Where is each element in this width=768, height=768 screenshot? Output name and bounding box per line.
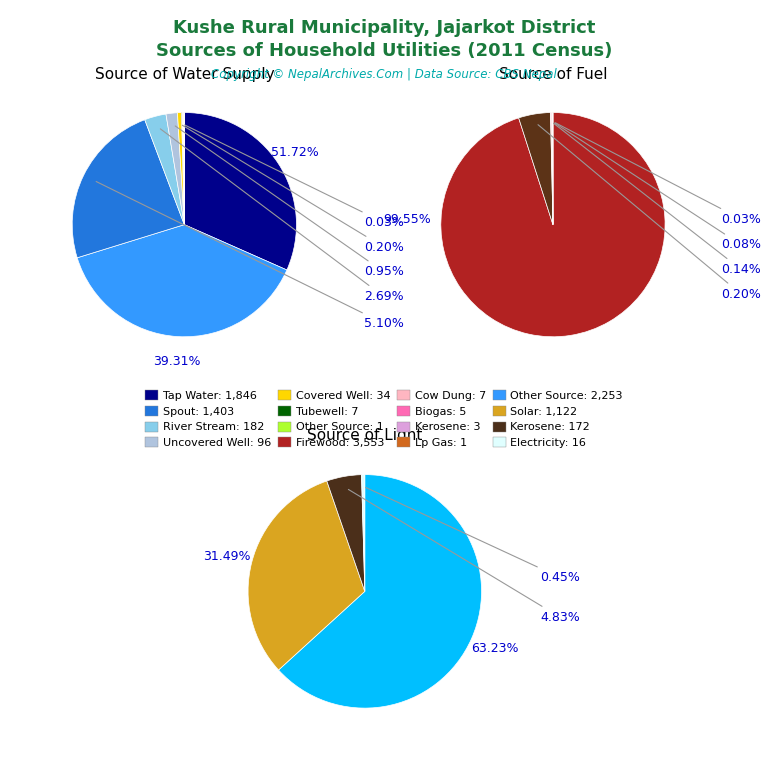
Text: 99.55%: 99.55%	[383, 213, 431, 226]
Wedge shape	[144, 114, 184, 224]
Title: Source of Light: Source of Light	[307, 428, 422, 443]
Wedge shape	[182, 113, 184, 224]
Text: Sources of Household Utilities (2011 Census): Sources of Household Utilities (2011 Cen…	[156, 42, 612, 60]
Text: 0.95%: 0.95%	[175, 126, 404, 278]
Wedge shape	[551, 113, 553, 224]
Wedge shape	[552, 113, 553, 224]
Text: 0.20%: 0.20%	[182, 125, 404, 253]
Text: 0.03%: 0.03%	[555, 123, 761, 226]
Text: 2.69%: 2.69%	[161, 129, 403, 303]
Wedge shape	[72, 120, 184, 258]
Wedge shape	[181, 113, 184, 224]
Text: 51.72%: 51.72%	[271, 146, 319, 159]
Wedge shape	[184, 112, 296, 270]
Wedge shape	[441, 112, 665, 336]
Title: Source of Fuel: Source of Fuel	[498, 67, 607, 82]
Wedge shape	[248, 481, 365, 670]
Text: 0.20%: 0.20%	[538, 124, 761, 300]
Wedge shape	[327, 475, 365, 591]
Title: Source of Water Supply: Source of Water Supply	[94, 67, 274, 82]
Wedge shape	[177, 113, 184, 224]
Wedge shape	[362, 475, 365, 591]
Text: 0.03%: 0.03%	[184, 125, 404, 229]
Text: Kushe Rural Municipality, Jajarkot District: Kushe Rural Municipality, Jajarkot Distr…	[173, 19, 595, 37]
Text: 5.10%: 5.10%	[96, 181, 404, 329]
Wedge shape	[78, 224, 287, 336]
Wedge shape	[518, 113, 553, 224]
Text: 39.31%: 39.31%	[153, 355, 200, 368]
Text: 4.83%: 4.83%	[349, 489, 580, 624]
Text: 63.23%: 63.23%	[472, 642, 519, 655]
Wedge shape	[183, 113, 184, 224]
Text: Copyright © NepalArchives.Com | Data Source: CBS Nepal: Copyright © NepalArchives.Com | Data Sou…	[211, 68, 557, 81]
Legend: Tap Water: 1,846, Spout: 1,403, River Stream: 182, Uncovered Well: 96, Covered W: Tap Water: 1,846, Spout: 1,403, River St…	[141, 386, 627, 452]
Text: 0.45%: 0.45%	[366, 488, 580, 584]
Text: 0.14%: 0.14%	[554, 123, 761, 276]
Wedge shape	[166, 113, 184, 224]
Text: 0.08%: 0.08%	[554, 123, 761, 251]
Text: 31.49%: 31.49%	[203, 550, 250, 563]
Wedge shape	[279, 475, 482, 708]
